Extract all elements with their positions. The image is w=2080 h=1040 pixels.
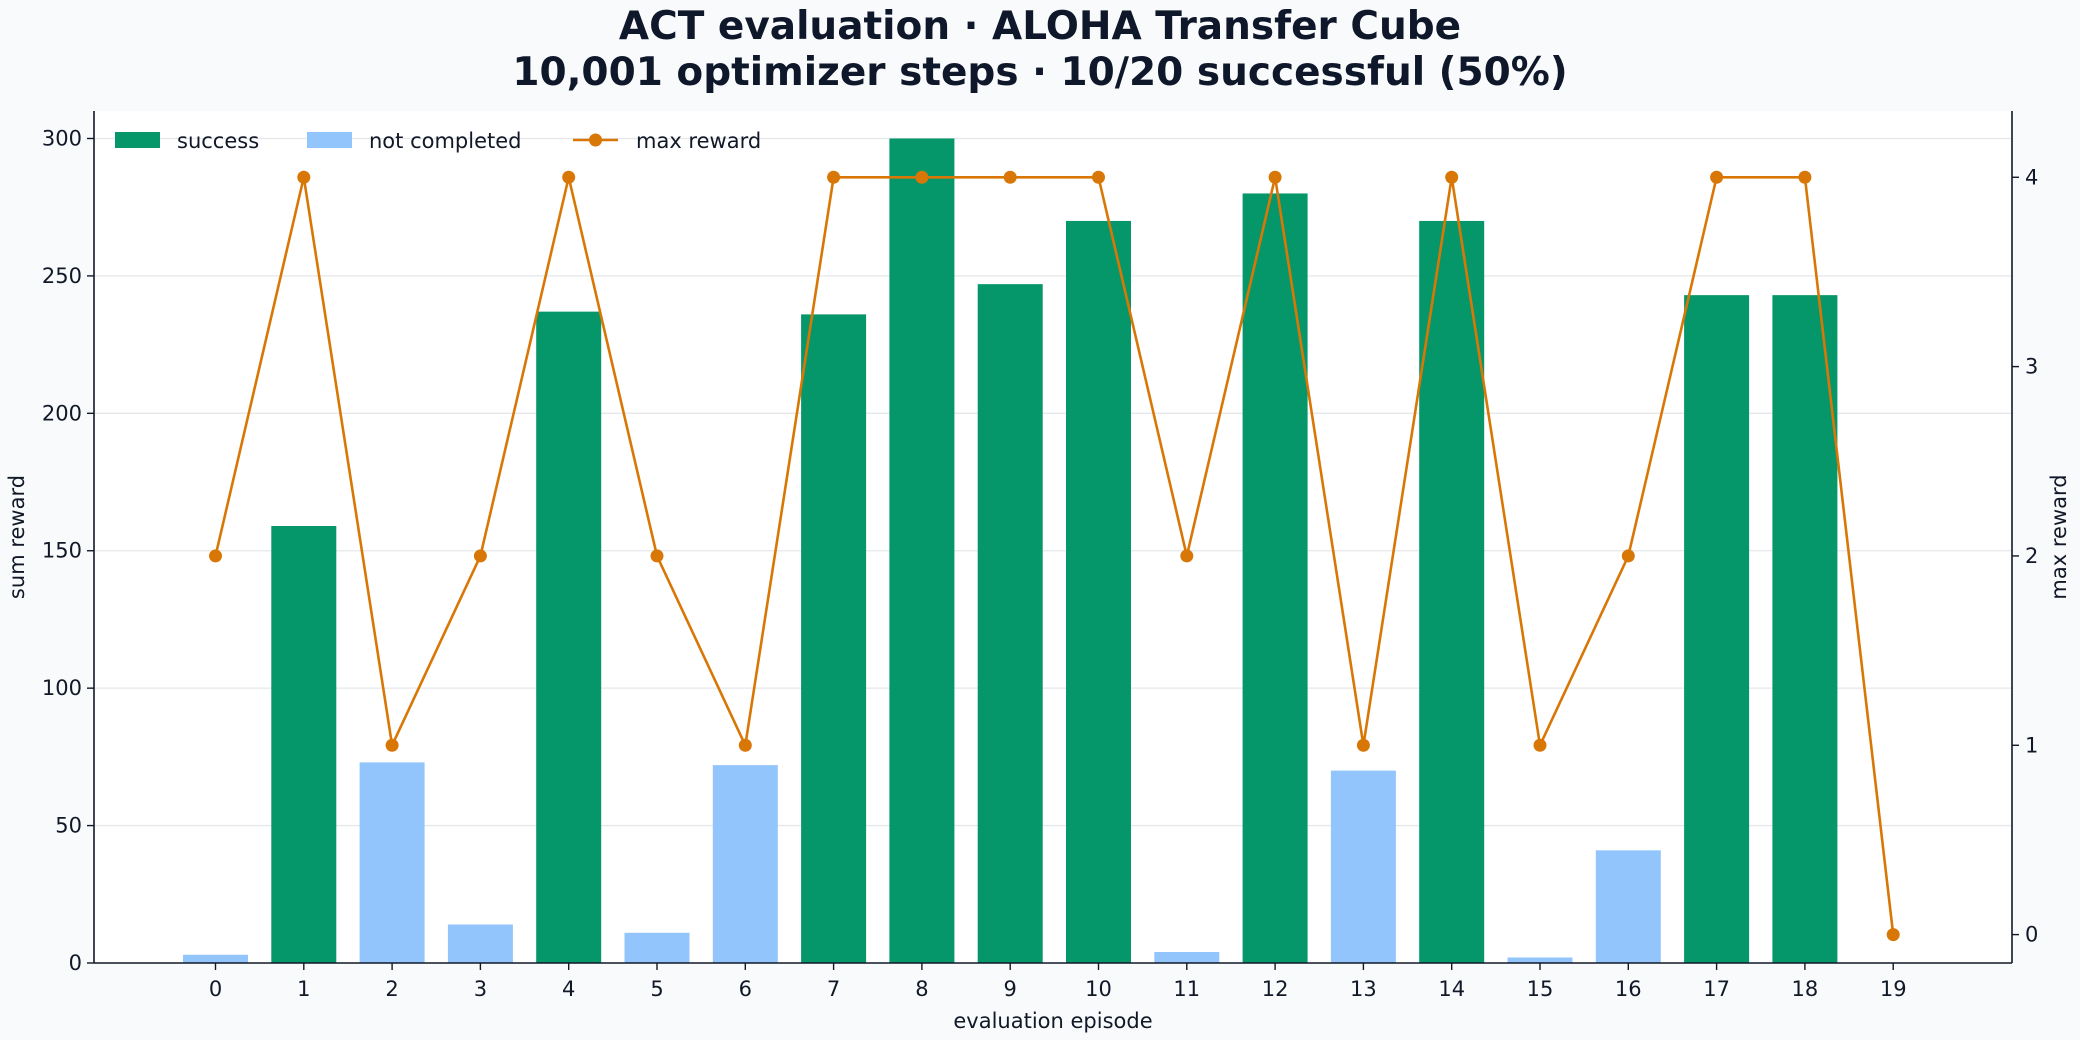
x-tick-label: 14 [1438,977,1465,1001]
max-reward-point [1180,549,1194,563]
y-tick-label: 0 [69,951,82,975]
x-tick-label: 17 [1703,977,1730,1001]
y2-tick-label: 2 [2025,544,2038,568]
bar [1507,957,1573,963]
x-tick-label: 19 [1880,977,1907,1001]
max-reward-series [209,170,1900,942]
x-tick-label: 2 [385,977,398,1001]
x-tick-label: 8 [915,977,928,1001]
max-reward-line [214,175,1895,935]
x-tick-label: 13 [1350,977,1377,1001]
x-tick-label: 5 [650,977,663,1001]
bars [183,138,1838,964]
max-reward-point [1710,170,1724,184]
max-reward-point [915,170,929,184]
x-tick-label: 9 [1004,977,1017,1001]
legend-swatch-not-completed [307,132,352,148]
max-reward-point [650,549,664,563]
x-tick-label: 4 [562,977,575,1001]
y-axis-label: sum reward [5,475,29,599]
max-reward-point [562,170,576,184]
legend: success not completed max reward [115,129,761,153]
max-reward-point [827,170,841,184]
max-reward-point [1798,170,1812,184]
y-tick-label: 250 [42,264,82,288]
x-tick-label: 18 [1792,977,1819,1001]
bar [712,765,778,963]
bar [801,314,867,964]
x-tick-label: 1 [297,977,310,1001]
bar [1595,850,1661,963]
bar [889,138,955,963]
bar [977,284,1043,963]
y-tick-label: 150 [42,539,82,563]
bar [1242,193,1308,964]
y2-axis-label: max reward [2047,474,2071,599]
bar [359,762,425,963]
x-tick-label: 16 [1615,977,1642,1001]
x-tick-label: 6 [739,977,752,1001]
bar [1684,295,1750,963]
y2-tick-label: 0 [2025,923,2038,947]
y2-tick-label: 1 [2025,733,2038,757]
chart-subtitle: 10,001 optimizer steps · 10/20 successfu… [512,50,1567,95]
max-reward-point [297,170,311,184]
legend-swatch-success [115,132,160,148]
x-tick-label: 15 [1527,977,1554,1001]
bar [1066,220,1131,963]
bar [1154,952,1220,963]
max-reward-point [1621,549,1635,563]
max-reward-point [1268,170,1282,184]
y-tick-label: 300 [42,126,82,150]
max-reward-point [1886,928,1900,942]
legend-label-success: success [177,129,259,153]
bar [1419,220,1485,963]
max-reward-point [738,738,752,752]
bar [624,932,690,963]
y2-tick-label: 3 [2025,355,2038,379]
max-reward-point [1445,170,1459,184]
x-tick-label: 7 [827,977,840,1001]
bar [1330,770,1396,963]
bar [447,924,513,963]
bar [536,311,602,963]
max-reward-point [209,549,222,563]
legend-label-not-completed: not completed [369,129,522,153]
y2-tick-label: 4 [2025,165,2038,189]
bar [183,954,248,963]
x-tick-label: 10 [1085,977,1112,1001]
max-reward-point [1092,170,1105,184]
bar [271,526,337,963]
max-reward-point [473,549,487,563]
y-tick-label: 200 [42,401,82,425]
legend-marker-max-reward [589,133,602,147]
max-reward-point [1003,170,1017,184]
legend-label-max-reward: max reward [636,129,761,153]
x-tick-label: 12 [1262,977,1289,1001]
max-reward-point [1533,738,1547,752]
max-reward-point [1356,738,1370,752]
x-tick-label: 11 [1173,977,1200,1001]
bar [1772,295,1838,963]
max-reward-point [385,738,399,752]
chart-title: ACT evaluation · ALOHA Transfer Cube [619,4,1461,49]
y-tick-label: 50 [55,814,82,838]
x-tick-label: 0 [209,977,222,1001]
x-tick-label: 3 [474,977,487,1001]
y-tick-label: 100 [42,676,82,700]
x-axis-label: evaluation episode [953,1009,1152,1033]
